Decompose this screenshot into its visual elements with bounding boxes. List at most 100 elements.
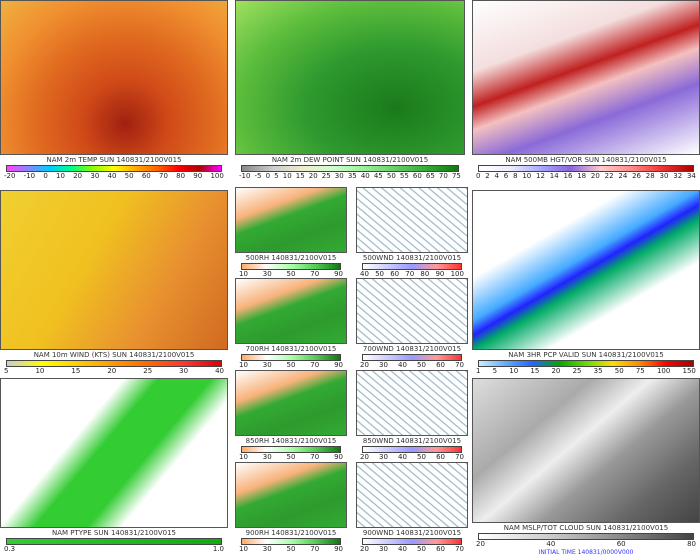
scale-label: 80 <box>687 540 696 548</box>
color-bar <box>362 354 462 361</box>
scale-label: 70 <box>438 172 448 180</box>
panel-caption: 700WND 140831/2100V015 <box>362 345 462 353</box>
scale-label: 20 <box>590 172 600 180</box>
scale-label: 55 <box>399 172 409 180</box>
color-bar <box>478 165 694 172</box>
scale-label: 10 <box>35 367 45 375</box>
map-panel: 850WND 140831/2100V015 20 30 40 50 60 70 <box>356 370 468 461</box>
map-panel: NAM 2m TEMP SUN 140831/2100V015 -20 -10 0 10… <box>0 0 228 185</box>
scale-label: -10 <box>239 172 251 180</box>
scale-label: 30 <box>379 361 388 369</box>
panel-caption: NAM 10m WIND (KTS) SUN 140831/2100V015 <box>33 351 195 359</box>
panel-caption: 700RH 140831/2100V015 <box>245 345 337 353</box>
scale-label: 10 <box>522 172 532 180</box>
map-panel: 850RH 140831/2100V015 10 30 50 70 90 <box>235 370 347 461</box>
scale-label: 60 <box>616 540 626 548</box>
scale-label: 5 <box>274 172 279 180</box>
color-bar <box>241 446 341 453</box>
panel-caption: NAM 2m DEW POINT SUN 140831/2100V015 <box>271 156 429 164</box>
scale-label: 15 <box>530 367 540 375</box>
panel-caption: NAM MSLP/TOT CLOUD SUN 140831/2100V015 <box>503 524 669 532</box>
scale-label: 25 <box>143 367 153 375</box>
map-image <box>356 278 468 344</box>
color-bar <box>6 165 222 172</box>
map-image <box>356 370 468 436</box>
scale-label: 10 <box>239 545 248 553</box>
scale-label: 70 <box>455 361 464 369</box>
scale-label: 30 <box>379 453 388 461</box>
scale-label: 20 <box>476 540 485 548</box>
scale-label: 50 <box>386 172 396 180</box>
map-panel: 500RH 140831/2100V015 10 30 50 70 90 <box>235 187 347 278</box>
color-bar-labels: 20 40 60 80 <box>472 540 700 548</box>
scale-label: 28 <box>645 172 655 180</box>
panel-caption: 500RH 140831/2100V015 <box>245 254 337 262</box>
map-image <box>235 187 347 253</box>
panel-caption: 900RH 140831/2100V015 <box>245 529 337 537</box>
scale-label: 90 <box>334 361 343 369</box>
map-image <box>235 370 347 436</box>
color-bar <box>6 538 222 545</box>
panel-caption: 900WND 140831/2100V015 <box>362 529 462 537</box>
map-panel: NAM 500MB HGT/VOR SUN 140831/2100V015 0 2 4… <box>472 0 700 185</box>
scale-label: 10 <box>509 367 519 375</box>
scale-label: 40 <box>215 367 224 375</box>
scale-label: 65 <box>425 172 435 180</box>
scale-label: 40 <box>546 540 556 548</box>
scale-label: 50 <box>417 361 426 369</box>
scale-label: 60 <box>436 545 445 553</box>
map-panel: 900RH 140831/2100V015 10 30 50 70 90 <box>235 462 347 553</box>
panel-caption: NAM PTYPE SUN 140831/2100V015 <box>51 529 176 537</box>
scale-label: 60 <box>141 172 151 180</box>
color-bar-labels: 40 50 60 70 80 90 100 <box>356 270 468 278</box>
scale-label: 6 <box>503 172 509 180</box>
map-image <box>356 462 468 528</box>
scale-label: 34 <box>686 172 696 180</box>
panel-caption: NAM 2m TEMP SUN 140831/2100V015 <box>46 156 182 164</box>
map-image <box>0 0 228 155</box>
map-panel: NAM 2m DEW POINT SUN 140831/2100V015 -10-… <box>235 0 465 185</box>
scale-label: 10 <box>56 172 65 180</box>
scale-label: 35 <box>593 367 603 375</box>
scale-label: 50 <box>286 361 296 369</box>
map-image <box>472 0 700 155</box>
color-bar <box>362 446 462 453</box>
scale-label: 60 <box>412 172 422 180</box>
map-panel: NAM 3HR PCP VALID SUN 140831/2100V015 1 5 1… <box>472 190 700 375</box>
scale-label: 30 <box>262 270 272 278</box>
map-image <box>0 378 228 528</box>
map-panel: NAM 10m WIND (KTS) SUN 140831/2100V015 5 1… <box>0 190 228 375</box>
scale-label: 8 <box>513 172 518 180</box>
scale-label: 1 <box>476 367 481 375</box>
scale-label: 50 <box>614 367 624 375</box>
scale-label: 50 <box>124 172 134 180</box>
scale-label: 26 <box>632 172 641 180</box>
scale-label: 80 <box>420 270 430 278</box>
panel-caption: 850RH 140831/2100V015 <box>245 437 337 445</box>
color-bar <box>6 360 222 367</box>
color-bar <box>241 165 459 172</box>
scale-label: 0 <box>43 172 48 180</box>
color-bar-labels: 20 30 40 50 60 70 <box>356 545 468 553</box>
scale-label: 40 <box>107 172 117 180</box>
map-image <box>472 190 700 350</box>
scale-label: 20 <box>107 367 117 375</box>
scale-label: 90 <box>334 453 343 461</box>
scale-label: 90 <box>193 172 203 180</box>
map-panel: 700WND 140831/2100V015 20 30 40 50 60 70 <box>356 278 468 369</box>
init-time: INITIAL TIME 140831/0000V000 <box>538 549 634 556</box>
scale-label: 0 <box>265 172 271 180</box>
scale-label: -5 <box>254 172 262 180</box>
scale-label: 50 <box>286 270 296 278</box>
scale-label: 35 <box>347 172 357 180</box>
scale-label: 5 <box>492 367 498 375</box>
color-bar <box>362 263 462 270</box>
scale-label: 32 <box>673 172 683 180</box>
panel-caption: 850WND 140831/2100V015 <box>362 437 462 445</box>
color-bar-labels: 10 30 50 70 90 <box>235 361 347 369</box>
color-bar-labels: 20 30 40 50 60 70 <box>356 361 468 369</box>
scale-label: 22 <box>604 172 614 180</box>
color-bar <box>241 538 341 545</box>
scale-label: 100 <box>656 367 671 375</box>
scale-label: 2 <box>485 172 490 180</box>
